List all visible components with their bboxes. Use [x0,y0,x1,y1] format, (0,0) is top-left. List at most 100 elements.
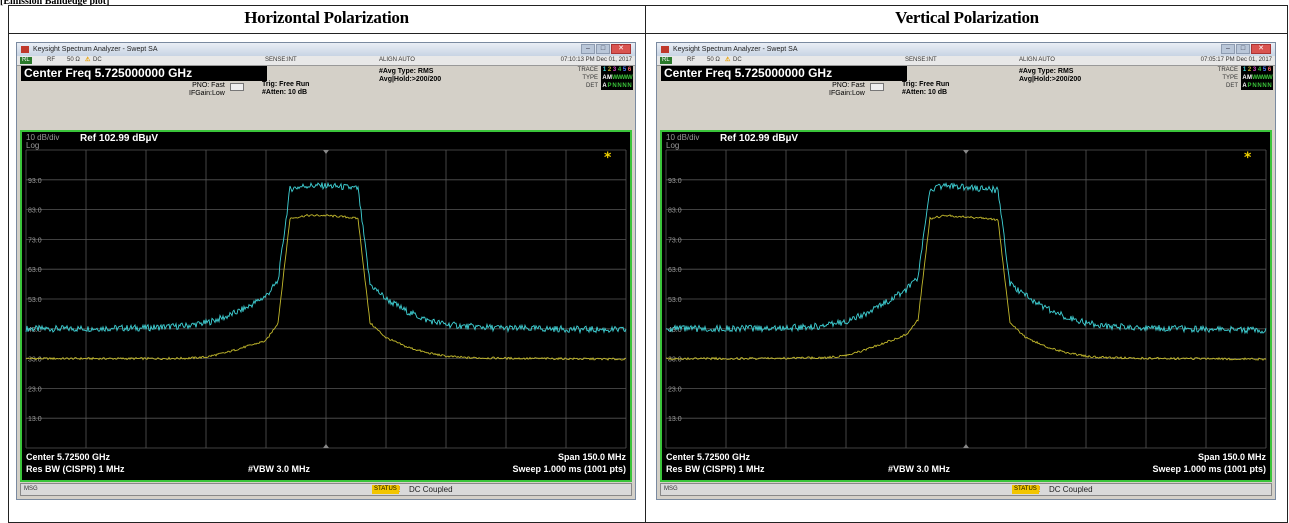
timestamp: 07:10:13 PM Dec 01, 2017 [560,57,632,63]
status-badge[interactable]: STATUS [372,485,399,494]
close-icon[interactable]: ✕ [1251,44,1271,54]
sense-label: SENSE:INT [905,57,937,63]
pno-label: PNO: Fast [192,82,225,89]
align-label: ALIGN AUTO [379,57,415,63]
window-controls: – □ ✕ [1221,44,1271,55]
avg-type-label: #Avg Type: RMS [1019,68,1074,75]
atten-label: #Atten: 10 dB [902,89,948,96]
close-icon[interactable]: ✕ [611,44,631,54]
timestamp: 07:05:17 PM Dec 01, 2017 [1200,57,1272,63]
avg-info: #Avg Type: RMS Avg|Hold:>200/200 [1019,68,1081,84]
panel-title-vertical: Vertical Polarization [895,8,1039,27]
y-tick-label: 23.0 [28,386,42,393]
maximize-icon[interactable]: □ [1236,44,1250,54]
maximize-icon[interactable]: □ [596,44,610,54]
y-tick-label: 63.0 [668,267,682,274]
center-freq-footer: Center 5.72500 GHz [26,452,111,462]
center-freq-field[interactable]: Center Freq 5.725000000 GHz [21,66,267,81]
dc-label: DC [733,57,742,63]
warning-icon: ⚠ [85,57,91,63]
sense-label: SENSE:INT [265,57,297,63]
type-label: TYPE [1222,75,1238,81]
spectrum-display: 10 dB/div Log Ref 102.99 dBµV * 93.0 83.0 73.0… [660,130,1272,482]
span-label: Span 150.0 MHz [1198,452,1267,462]
vbw-label: #VBW 3.0 MHz [888,464,951,474]
det-label: DET [586,83,598,89]
trig-atten-info: Trig: Free Run #Atten: 10 dB [902,81,949,97]
log-label: Log [666,141,679,150]
app-icon [21,46,29,53]
peak-trace-line [25,181,627,335]
y-tick-label: 13.0 [28,416,42,423]
y-tick-label: 83.0 [668,208,682,215]
msg-label: MSG [24,486,38,492]
y-tick-label: 93.0 [668,178,682,185]
ref-level-label: Ref 102.99 dBµV [720,133,798,144]
y-tick-label: 33.0 [28,357,42,364]
ohm-label: 50 Ω [67,57,80,63]
sweep-label: Sweep 1.000 ms (1001 pts) [512,464,626,474]
warning-icon: ⚠ [725,57,731,63]
dc-coupled-status: DC Coupled [1049,485,1093,494]
msg-label: MSG [664,486,678,492]
peak-trace-line [665,181,1267,335]
center-freq-field[interactable]: Center Freq 5.725000000 GHz [661,66,907,81]
top-fragment-text: [Emission Bandedge plot] [0,0,110,6]
window-titlebar: Keysight Spectrum Analyzer - Swept SA – … [657,43,1275,56]
window-title: Keysight Spectrum Analyzer - Swept SA [33,46,158,53]
y-tick-label: 53.0 [28,297,42,304]
res-bw-label: Res BW (CISPR) 1 MHz [666,464,765,474]
ref-level-label: Ref 102.99 dBµV [80,133,158,144]
rf-label: RF [47,57,55,63]
align-label: ALIGN AUTO [1019,57,1055,63]
avg-hold-label: Avg|Hold:>200/200 [1019,76,1082,83]
trace-label: TRACE [1217,67,1238,73]
avg-info: #Avg Type: RMS Avg|Hold:>200/200 [379,68,441,84]
res-bw-label: Res BW (CISPR) 1 MHz [26,464,125,474]
minimize-icon[interactable]: – [581,44,595,54]
y-tick-label: 33.0 [668,357,682,364]
minimize-icon[interactable]: – [1221,44,1235,54]
header-divider [8,33,1288,34]
det-label: DET [1226,83,1238,89]
trig-atten-info: Trig: Free Run #Atten: 10 dB [262,81,309,97]
trace-status-grid: TRACE 1 2 3 4 5 6 TYPE A M W W W W DET A P N N N N [573,66,633,90]
y-tick-label: 63.0 [28,267,42,274]
rf-label: RF [687,57,695,63]
y-tick-label: 43.0 [668,327,682,334]
app-icon [661,46,669,53]
trace-label: TRACE [577,67,598,73]
y-tick-label: 73.0 [28,237,42,244]
type-label: TYPE [582,75,598,81]
y-tick-label: 83.0 [28,208,42,215]
trigger-wave-icon [870,83,884,91]
ohm-label: 50 Ω [707,57,720,63]
scale-label: 10 dB/div [666,133,699,142]
y-tick-label: 43.0 [28,327,42,334]
center-marker-bottom [323,444,329,448]
analyzer-window-vertical: Keysight Spectrum Analyzer - Swept SA – … [656,42,1276,500]
scale-label: 10 dB/div [26,133,59,142]
trig-label: Trig: Free Run [262,81,310,88]
status-row: RL RF 50 Ω ⚠ DC SENSE:INT ALIGN AUTO 07:… [657,56,1275,66]
average-trace-line [25,213,627,361]
average-trace-line [666,214,1267,361]
y-tick-label: 93.0 [28,178,42,185]
spectrum-display: 10 dB/div Log Ref 102.99 dBµV * 93.0 83.0 73.0… [20,130,632,482]
vbw-label: #VBW 3.0 MHz [248,464,311,474]
column-divider [645,5,646,523]
message-bar: MSG STATUS ! DC Coupled [20,483,632,496]
avg-hold-label: Avg|Hold:>200/200 [379,76,442,83]
trig-label: Trig: Free Run [902,81,950,88]
pno-ifgain-info: PNO: Fast IFGain:Low [189,82,225,98]
analyzer-window-horizontal: Keysight Spectrum Analyzer - Swept SA – … [16,42,636,500]
status-badge[interactable]: STATUS [1012,485,1039,494]
avg-type-label: #Avg Type: RMS [379,68,434,75]
